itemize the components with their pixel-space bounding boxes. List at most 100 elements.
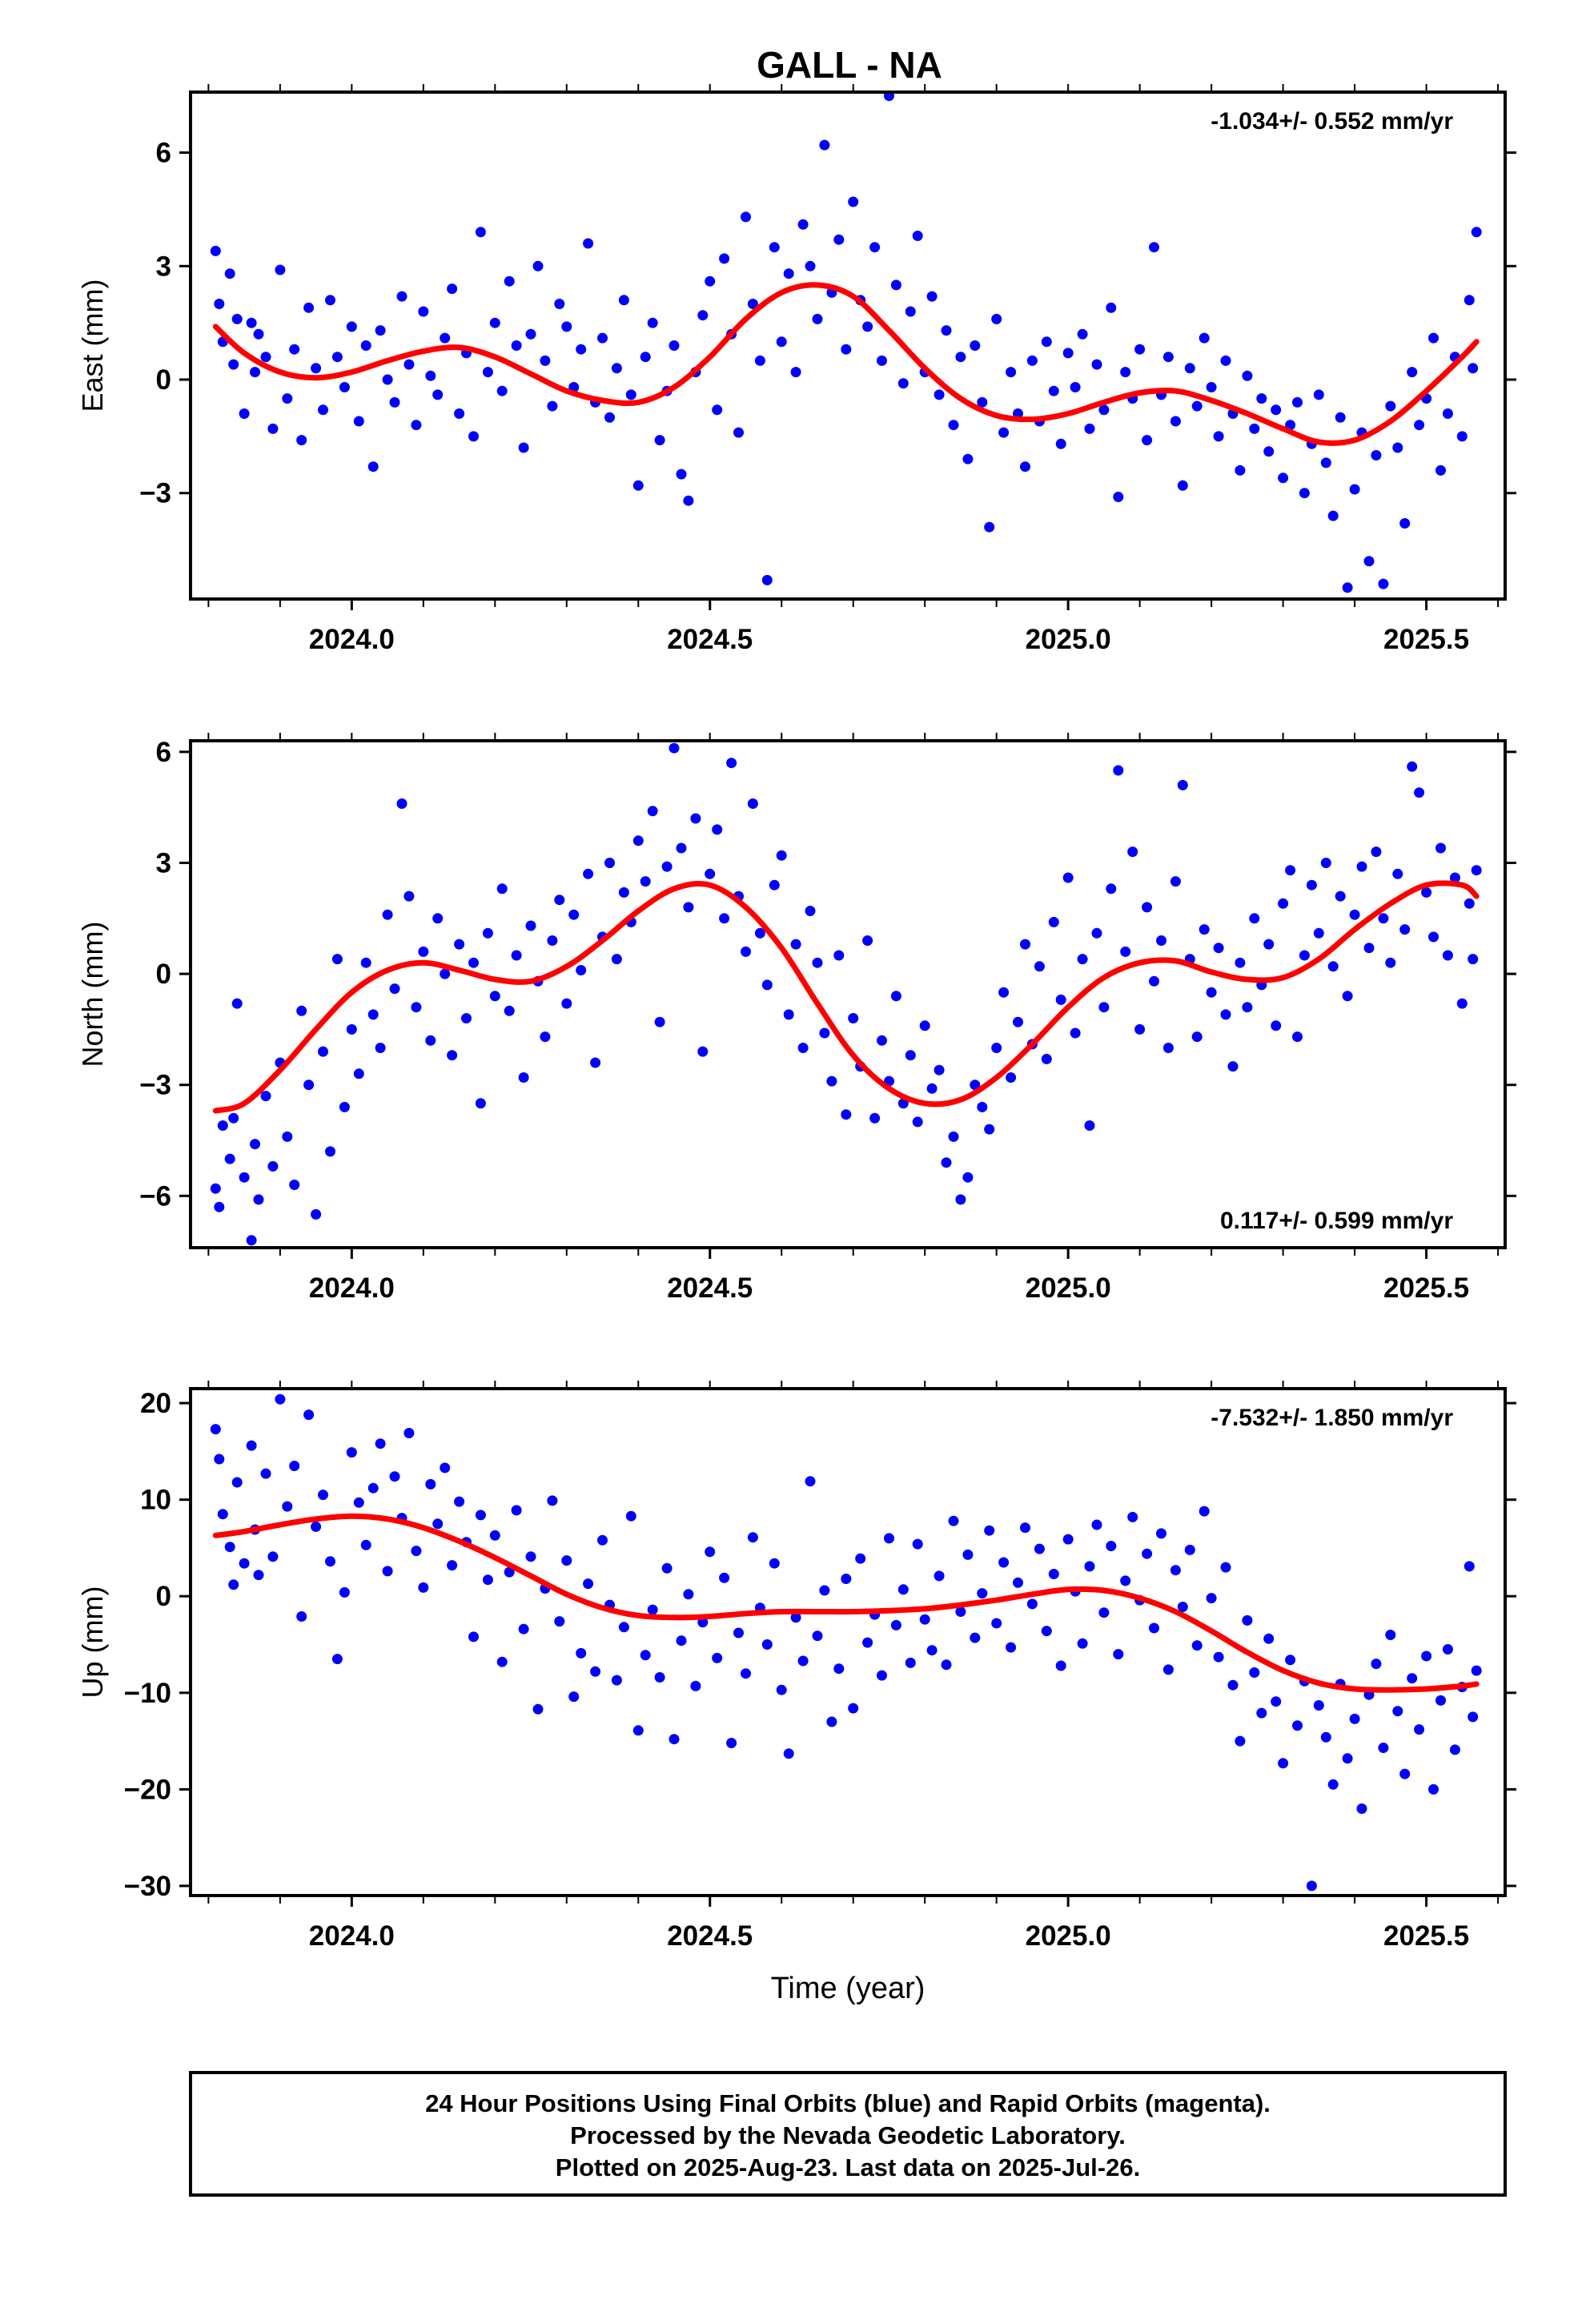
up-data-point: [625, 1510, 636, 1522]
up-data-point: [1055, 1660, 1066, 1671]
up-data-point: [661, 1562, 673, 1574]
north-data-point: [741, 946, 751, 957]
north-y-tick-label: 0: [156, 959, 171, 990]
north-data-point: [654, 1016, 665, 1027]
north-data-point: [482, 927, 493, 939]
north-data-point: [1142, 902, 1153, 913]
up-data-point: [611, 1675, 622, 1686]
east-data-point: [1414, 420, 1425, 431]
north-data-point: [396, 798, 408, 809]
east-data-point: [318, 404, 328, 416]
north-fit-line: [212, 880, 1480, 1114]
east-data-point: [1091, 359, 1102, 370]
up-data-point: [647, 1604, 658, 1615]
up-data-point: [998, 1557, 1010, 1568]
east-data-point: [1020, 461, 1030, 472]
east-data-point: [489, 317, 500, 328]
up-data-point: [977, 1588, 988, 1599]
footer-line-1: 24 Hour Positions Using Final Orbits (bl…: [425, 2089, 1271, 2117]
east-y-tick-label: 0: [156, 364, 171, 396]
north-y-tick-label: −6: [139, 1180, 171, 1212]
north-data-point: [1449, 872, 1460, 883]
north-data-point: [604, 858, 615, 868]
north-data-point: [754, 927, 765, 939]
up-data-point: [805, 1476, 816, 1487]
east-data-point: [611, 363, 622, 374]
east-data-point: [1320, 457, 1331, 468]
north-data-point: [1235, 957, 1246, 968]
up-data-point: [783, 1748, 794, 1759]
east-data-point: [454, 408, 465, 419]
up-data-point: [841, 1574, 852, 1584]
up-data-point: [919, 1614, 930, 1625]
up-data-point: [289, 1461, 300, 1471]
east-data-point: [525, 328, 536, 340]
north-data-point: [690, 813, 701, 824]
north-data-point: [676, 842, 687, 854]
up-data-point: [1177, 1602, 1188, 1612]
north-data-point: [468, 957, 479, 968]
east-y-axis-label: East (mm): [76, 279, 109, 412]
east-data-point: [576, 344, 587, 355]
up-data-point: [812, 1630, 823, 1642]
north-data-point: [1299, 950, 1310, 961]
up-data-point: [239, 1558, 250, 1569]
up-data-point: [425, 1478, 436, 1490]
east-data-point: [554, 299, 565, 309]
east-data-point: [239, 408, 250, 419]
north-data-point: [214, 1201, 225, 1212]
north-y-tick-label: 6: [156, 737, 171, 768]
north-y-tick-label: 3: [156, 847, 171, 879]
up-data-point: [1385, 1630, 1396, 1640]
east-data-point: [890, 279, 901, 291]
up-data-point: [518, 1623, 529, 1634]
north-data-point: [955, 1194, 966, 1205]
east-data-point: [1026, 355, 1038, 366]
east-data-point: [897, 378, 909, 389]
up-data-point: [1242, 1614, 1253, 1626]
east-data-point: [848, 196, 859, 207]
up-data-point: [325, 1556, 335, 1567]
up-data-point: [1435, 1695, 1446, 1706]
north-data-point: [425, 1035, 436, 1046]
east-data-point: [1084, 423, 1095, 434]
east-data-point: [790, 367, 801, 378]
up-data-point: [267, 1551, 279, 1562]
up-data-point: [1013, 1577, 1023, 1588]
east-data-point: [977, 396, 988, 408]
north-data-point: [869, 1112, 881, 1124]
north-data-point: [1371, 846, 1382, 858]
north-data-point: [747, 798, 758, 809]
north-data-point: [289, 1180, 300, 1190]
up-data-point: [1235, 1735, 1246, 1747]
up-data-point: [468, 1631, 479, 1642]
up-data-point: [1471, 1665, 1482, 1676]
north-data-point: [1206, 987, 1217, 998]
east-data-point: [877, 355, 887, 366]
north-data-point: [1414, 787, 1425, 798]
up-data-point: [819, 1585, 830, 1596]
north-data-point: [1320, 858, 1331, 868]
north-data-point: [228, 1112, 239, 1124]
up-data-point: [231, 1477, 243, 1488]
up-data-point: [1428, 1783, 1439, 1795]
east-data-point: [346, 321, 357, 332]
up-y-tick-label: 10: [140, 1485, 171, 1516]
east-panel: 2024.0 2024.5 2025.0 2025.5 −3 0 3 6 East (mm) -1…: [76, 84, 1516, 655]
north-data-point: [1098, 1002, 1110, 1013]
up-data-point: [1464, 1561, 1475, 1572]
east-data-point: [618, 295, 629, 306]
up-data-point: [303, 1409, 315, 1421]
east-data-point: [1041, 336, 1052, 348]
up-data-point: [418, 1582, 429, 1593]
north-data-point: [1091, 927, 1102, 939]
north-data-point: [1421, 887, 1432, 898]
east-data-point: [647, 317, 658, 328]
up-data-point: [1184, 1544, 1195, 1555]
east-data-point: [440, 332, 451, 344]
east-data-point: [819, 139, 830, 151]
up-data-point: [525, 1551, 536, 1562]
east-data-point: [1191, 400, 1203, 412]
up-data-point: [654, 1672, 665, 1683]
north-data-point: [1435, 842, 1446, 854]
